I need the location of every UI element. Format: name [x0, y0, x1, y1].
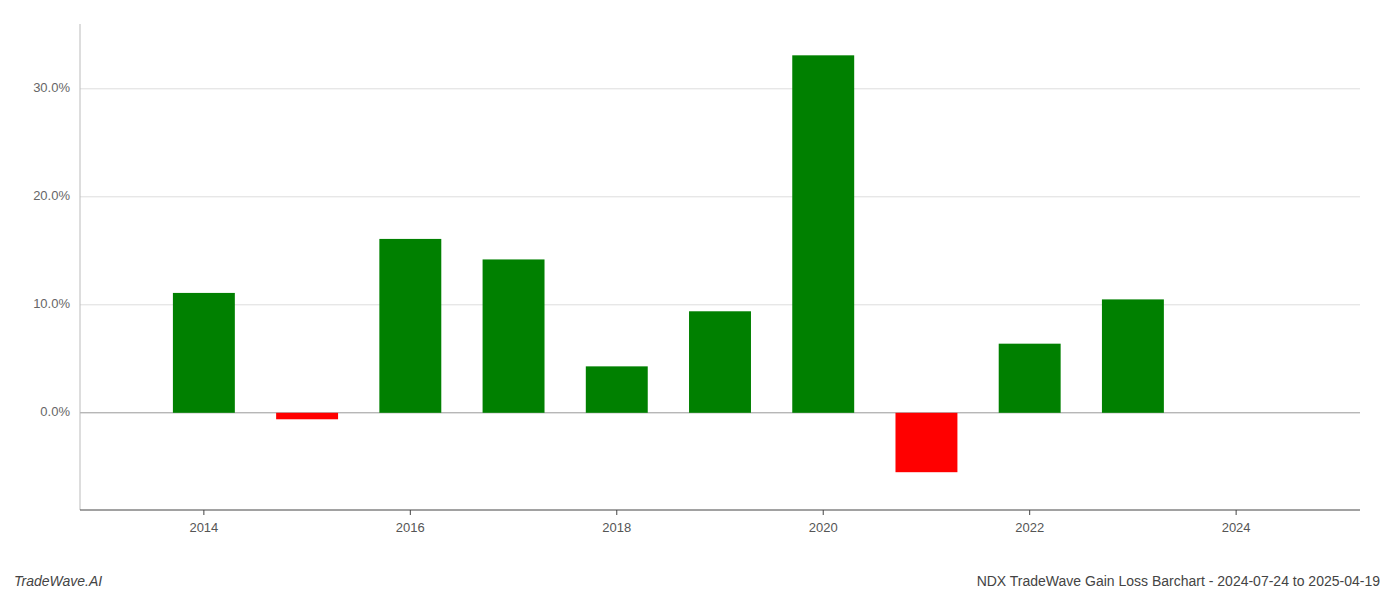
bar [483, 259, 545, 412]
y-grid [80, 89, 1360, 413]
bar [586, 366, 648, 412]
chart: 0.0%10.0%20.0%30.0%201420162018202020222… [0, 0, 1400, 600]
bar [895, 413, 957, 472]
watermark: TradeWave.AI [14, 573, 102, 589]
y-tick-label: 0.0% [40, 404, 70, 419]
grid-line [80, 88, 1360, 89]
y-tick-label: 20.0% [33, 188, 70, 203]
y-axis-line [80, 24, 81, 510]
x-tick [616, 510, 617, 515]
y-tick-label: 30.0% [33, 80, 70, 95]
bar [379, 239, 441, 413]
x-tick [203, 510, 204, 515]
x-tick [410, 510, 411, 515]
bar [276, 413, 338, 419]
x-tick [823, 510, 824, 515]
chart-container: 0.0%10.0%20.0%30.0%201420162018202020222… [0, 0, 1400, 600]
x-tick-label: 2024 [1222, 520, 1251, 535]
x-tick-label: 2016 [396, 520, 425, 535]
grid-line [80, 196, 1360, 197]
bar [173, 293, 235, 413]
x-tick-label: 2020 [809, 520, 838, 535]
page: {"chart_data": { "type": "bar", "title":… [0, 0, 1400, 600]
x-tick-label: 2014 [189, 520, 218, 535]
title: NDX TradeWave Gain Loss Barchart - 2024-… [977, 573, 1381, 589]
bars [173, 55, 1164, 472]
bar [999, 344, 1061, 413]
y-tick-label: 10.0% [33, 296, 70, 311]
grid-line [80, 304, 1360, 305]
bar [689, 311, 751, 413]
x-tick [1236, 510, 1237, 515]
x-tick [1029, 510, 1030, 515]
y-axis: 0.0% 10.0% 20.0% 30.0% [33, 24, 80, 510]
bar [792, 55, 854, 412]
x-tick-label: 2022 [1015, 520, 1044, 535]
x-tick-label: 2018 [602, 520, 631, 535]
x-axis: 2014 2016 2018 2020 2022 2024 [80, 510, 1360, 535]
bar [1102, 299, 1164, 412]
x-axis-line [80, 510, 1360, 511]
